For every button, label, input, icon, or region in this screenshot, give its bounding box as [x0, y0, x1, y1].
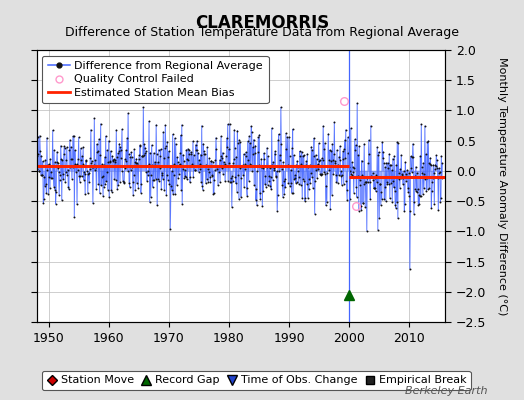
Text: Berkeley Earth: Berkeley Earth: [405, 386, 487, 396]
Y-axis label: Monthly Temperature Anomaly Difference (°C): Monthly Temperature Anomaly Difference (…: [497, 57, 507, 315]
Text: Difference of Station Temperature Data from Regional Average: Difference of Station Temperature Data f…: [65, 26, 459, 39]
Text: CLAREMORRIS: CLAREMORRIS: [195, 14, 329, 32]
Legend: Station Move, Record Gap, Time of Obs. Change, Empirical Break: Station Move, Record Gap, Time of Obs. C…: [42, 371, 471, 390]
